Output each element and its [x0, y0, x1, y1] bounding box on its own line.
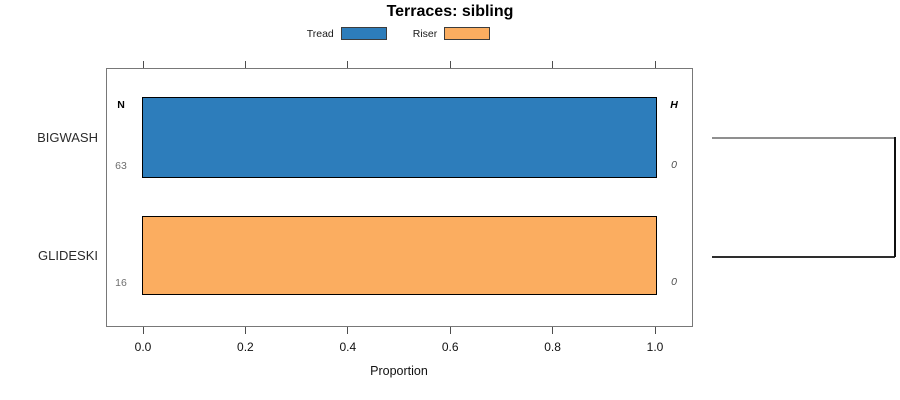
x-tick-bottom [654, 327, 656, 334]
n-value: 63 [115, 160, 127, 172]
h-column-header: H [670, 99, 678, 111]
x-tick-top [244, 61, 246, 68]
n-value: 16 [115, 277, 127, 289]
plot-box [105, 68, 693, 327]
legend-label: Tread [306, 27, 334, 40]
proportion-bar [141, 216, 657, 295]
x-tick-bottom [347, 327, 349, 334]
x-tick-label: 1.0 [646, 340, 664, 354]
x-tick-label: 0.0 [134, 340, 152, 354]
x-tick-top [142, 61, 144, 68]
x-tick-bottom [552, 327, 554, 334]
x-tick-top [552, 61, 554, 68]
chart-title: Terraces: sibling [386, 3, 514, 20]
x-tick-top [449, 61, 451, 68]
x-tick-label: 0.4 [339, 340, 357, 354]
x-tick-bottom [244, 327, 246, 334]
legend-item: Riser [413, 27, 491, 40]
x-tick-label: 0.6 [441, 340, 459, 354]
x-axis-label: Proportion [370, 364, 428, 378]
legend-swatch [340, 27, 387, 40]
x-tick-label: 0.2 [237, 340, 254, 354]
h-value: 0 [671, 276, 677, 288]
x-tick-bottom [449, 327, 451, 334]
x-tick-top [347, 61, 349, 68]
legend-item: Tread [307, 27, 387, 40]
bracket-vertical-line [894, 137, 896, 257]
x-tick-top [654, 61, 656, 68]
legend-swatch [444, 27, 491, 40]
n-column-header: N [117, 99, 125, 111]
category-label: GLIDESKI [38, 247, 98, 263]
bracket-bottom-line [712, 256, 895, 258]
bracket-top-line [712, 137, 895, 139]
legend-label: Riser [412, 27, 438, 40]
x-tick-label: 0.8 [544, 340, 561, 354]
proportion-bar [141, 97, 657, 178]
h-value: 0 [671, 159, 677, 171]
x-tick-bottom [142, 327, 144, 334]
category-label: BIGWASH [37, 129, 98, 145]
legend: Tread Riser [105, 26, 692, 41]
